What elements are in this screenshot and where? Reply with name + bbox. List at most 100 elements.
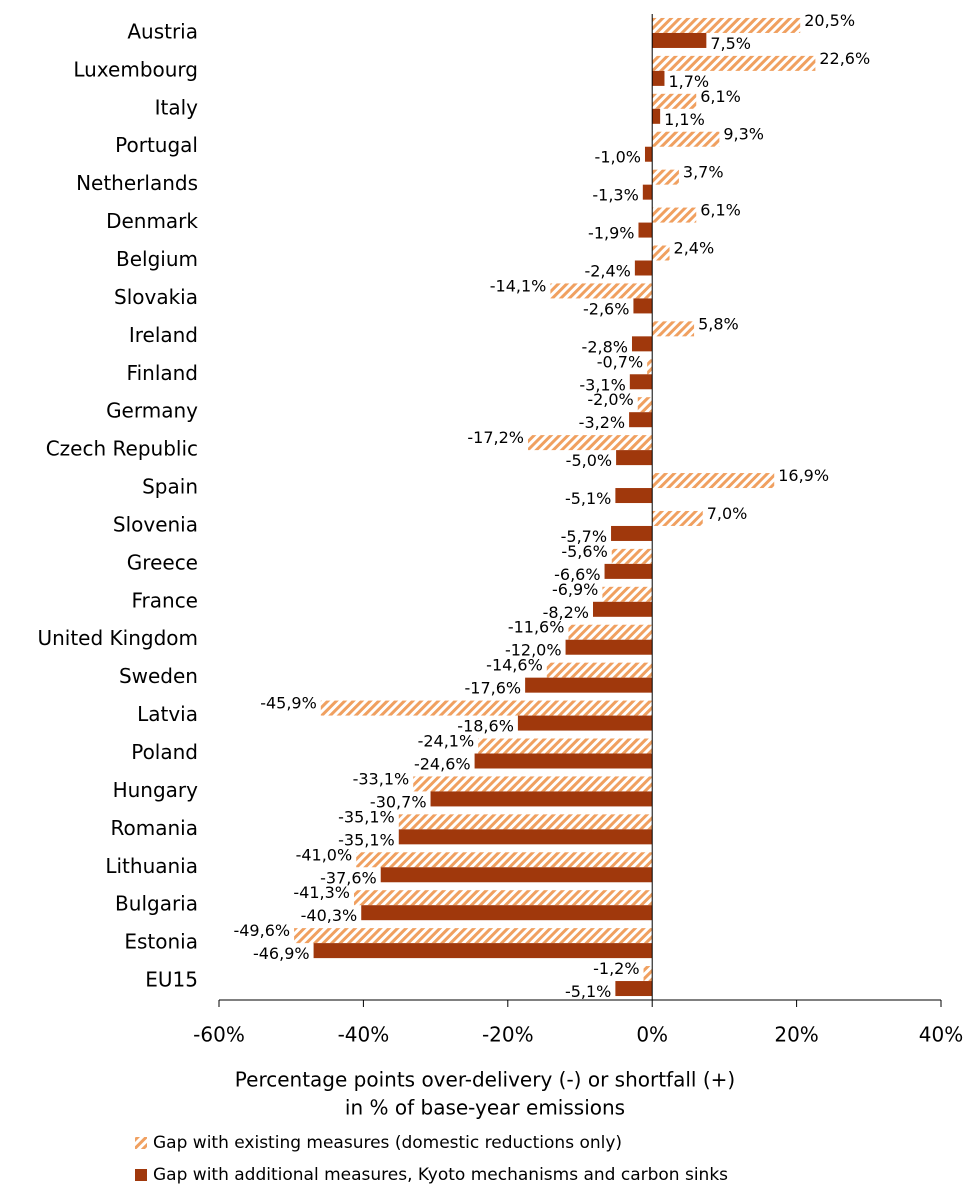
data-label: -49,6%	[233, 921, 290, 940]
data-label: -2,4%	[584, 262, 630, 281]
data-label: 9,3%	[723, 125, 764, 144]
data-label: 2,4%	[674, 239, 715, 258]
data-label: -0,7%	[597, 352, 643, 371]
bar	[642, 184, 653, 200]
bar	[633, 298, 653, 314]
bar	[478, 738, 653, 754]
data-label: -1,2%	[593, 959, 639, 978]
data-label: -1,0%	[595, 148, 641, 167]
bar	[550, 283, 653, 299]
data-label: -5,7%	[561, 527, 607, 546]
x-tick-label: 0%	[636, 1023, 668, 1047]
data-label: -35,1%	[338, 830, 395, 849]
bar	[631, 336, 653, 352]
y-tick-label: Luxembourg	[73, 57, 198, 81]
data-label: 6,1%	[700, 201, 741, 220]
legend-marker	[135, 1137, 147, 1149]
data-label: 7,5%	[710, 34, 751, 53]
data-label: -12,0%	[505, 641, 562, 660]
data-label: 1,1%	[664, 110, 705, 129]
x-axis-label: Percentage points over-delivery (-) or s…	[235, 1068, 735, 1092]
data-label: 16,9%	[778, 466, 829, 485]
bar	[565, 639, 653, 655]
legend-label: Gap with additional measures, Kyoto mech…	[153, 1165, 728, 1185]
y-tick-label: Ireland	[129, 323, 198, 347]
y-tick-label: Sweden	[119, 664, 198, 688]
data-label: -17,6%	[465, 679, 522, 698]
bar	[602, 586, 653, 602]
bar	[652, 245, 670, 261]
data-label: -14,6%	[486, 656, 543, 675]
y-tick-label: Czech Republic	[46, 437, 198, 461]
data-label: 22,6%	[819, 49, 870, 68]
data-label: -46,9%	[253, 944, 310, 963]
y-tick-label: Greece	[127, 550, 198, 574]
y-tick-label: Spain	[142, 475, 198, 499]
bar	[361, 905, 653, 921]
bar	[517, 715, 653, 731]
x-tick-label: 40%	[919, 1023, 963, 1047]
data-label: -40,3%	[301, 906, 358, 925]
bar	[398, 829, 653, 845]
y-tick-label: Romania	[111, 816, 198, 840]
y-tick-label: Portugal	[115, 133, 198, 157]
bar	[356, 852, 653, 868]
data-label: -17,2%	[467, 428, 524, 447]
data-label: -6,6%	[554, 565, 600, 584]
data-label: -6,9%	[552, 580, 598, 599]
bar	[611, 525, 653, 541]
legend-marker	[135, 1169, 147, 1181]
y-tick-label: Estonia	[124, 930, 198, 954]
bar	[647, 359, 653, 375]
data-label: 3,7%	[683, 163, 724, 182]
bar	[629, 374, 653, 390]
data-label: -1,9%	[588, 224, 634, 243]
data-label: -3,2%	[579, 413, 625, 432]
bar	[313, 943, 653, 959]
data-label: -24,6%	[414, 755, 471, 774]
data-label: -8,2%	[543, 603, 589, 622]
bar	[528, 435, 653, 451]
data-label: -5,6%	[561, 542, 607, 561]
bar	[474, 753, 653, 769]
bar	[615, 488, 653, 504]
bar	[380, 867, 653, 883]
bar	[652, 32, 707, 48]
bar	[638, 222, 653, 238]
y-tick-label: Austria	[127, 19, 198, 43]
bar	[398, 814, 653, 830]
bar	[616, 450, 653, 466]
bar	[643, 966, 653, 982]
bar	[652, 55, 816, 71]
bar	[652, 510, 703, 526]
y-tick-label: France	[131, 588, 198, 612]
bar	[637, 397, 653, 413]
bar	[629, 412, 653, 428]
y-tick-label: Hungary	[113, 778, 199, 802]
bar	[525, 677, 653, 693]
data-label: 6,1%	[700, 87, 741, 106]
bar	[652, 207, 697, 223]
bar	[354, 890, 653, 906]
bar	[320, 700, 653, 716]
data-label: -41,0%	[296, 845, 353, 864]
data-label: 7,0%	[707, 504, 748, 523]
data-label: 5,8%	[698, 314, 739, 333]
x-tick-label: -20%	[482, 1023, 534, 1047]
data-label: -5,1%	[565, 489, 611, 508]
y-tick-label: Denmark	[106, 209, 198, 233]
bar	[644, 146, 653, 162]
data-label: -11,6%	[508, 618, 565, 637]
bar	[294, 928, 653, 944]
bar	[604, 563, 653, 579]
bar	[652, 131, 720, 147]
bar	[634, 260, 653, 276]
y-tick-label: Latvia	[137, 702, 198, 726]
data-label: -45,9%	[260, 694, 317, 713]
data-label: -30,7%	[370, 792, 427, 811]
bar	[652, 108, 661, 124]
y-tick-label: Germany	[106, 399, 198, 423]
data-label: -5,1%	[565, 982, 611, 1001]
x-axis-label: in % of base-year emissions	[345, 1096, 625, 1120]
data-label: -2,6%	[583, 299, 629, 318]
